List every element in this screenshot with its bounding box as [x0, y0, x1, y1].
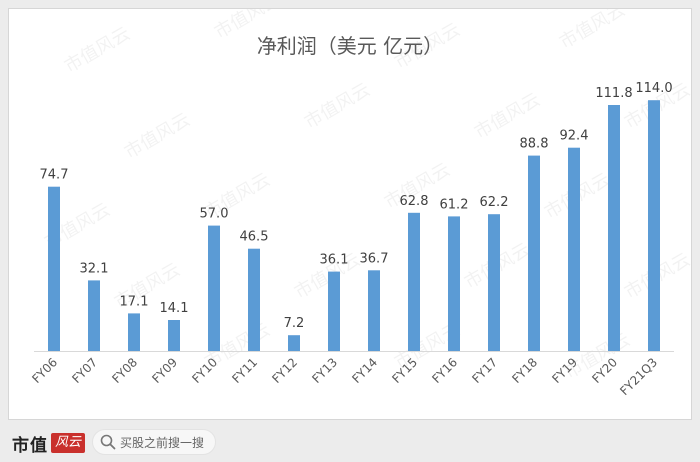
bar-fy11: [248, 248, 260, 351]
x-tick-label: FY21Q3: [617, 355, 660, 398]
bar-fy09: [168, 320, 180, 351]
value-label: 62.2: [480, 195, 509, 210]
value-label: 88.8: [520, 137, 549, 152]
x-tick-label: FY08: [109, 355, 140, 386]
chart-title: 净利润（美元 亿元）: [257, 34, 443, 58]
bar-fy13: [328, 271, 340, 351]
watermark-text: 市值风云: [121, 109, 194, 163]
x-axis-tick-labels: FY06 FY07 FY08 FY09 FY10 FY11 FY12 FY13 FY14 FY15…: [29, 355, 660, 398]
value-label: 46.5: [240, 230, 269, 245]
value-label: 14.1: [160, 301, 189, 316]
x-tick-label: FY06: [29, 355, 60, 386]
value-label: 7.2: [284, 316, 305, 331]
x-tick-label: FY14: [349, 355, 380, 386]
value-label: 61.2: [440, 197, 469, 212]
bar-fy21q3: [648, 100, 660, 351]
value-label: 17.1: [120, 294, 149, 309]
value-label: 36.1: [320, 253, 349, 268]
x-tick-label: FY12: [269, 355, 300, 386]
watermark-text: 市值风云: [61, 23, 134, 77]
brand-tag: 风云: [51, 433, 86, 453]
bar-fy08: [128, 313, 140, 351]
x-tick-label: FY07: [69, 355, 100, 386]
value-labels: 74.7 32.1 17.1 14.1 57.0 46.5 7.2 36.1 36.7 62.8 6…: [40, 81, 673, 331]
x-tick-label: FY09: [149, 355, 180, 386]
x-tick-label: FY16: [429, 355, 460, 386]
value-label: 74.7: [40, 168, 69, 183]
brand-logo[interactable]: 市值 风云: [12, 431, 86, 456]
chart-card: 市值风云 市值风云 市值风云 市值风云 市值风云 市值风云 市值风云 市值风云 市值风云 市值风云…: [8, 0, 694, 420]
value-label: 92.4: [560, 129, 589, 144]
bar-fy18: [528, 155, 540, 351]
value-label: 111.8: [595, 86, 632, 101]
bar-fy06: [48, 186, 60, 351]
bar-fy16: [448, 216, 460, 351]
watermark-text: 市值风云: [301, 79, 374, 133]
search-icon: [100, 434, 116, 450]
bar-fy10: [208, 225, 220, 351]
footer-bar: 市值 风云 买股之前搜一搜: [0, 424, 700, 462]
bar-series: [48, 100, 660, 351]
x-tick-label: FY18: [509, 355, 540, 386]
value-label: 62.8: [400, 194, 429, 209]
x-tick-label: FY17: [469, 355, 500, 386]
bar-fy14: [368, 270, 380, 351]
watermark-text: 市值风云: [556, 9, 629, 53]
bar-fy12: [288, 335, 300, 351]
value-label: 32.1: [80, 261, 109, 276]
watermark-text: 市值风云: [471, 89, 544, 143]
value-label: 36.7: [360, 251, 389, 266]
value-label: 114.0: [635, 81, 672, 96]
search-box[interactable]: 买股之前搜一搜: [92, 429, 216, 455]
x-tick-label: FY13: [309, 355, 340, 386]
value-label: 57.0: [200, 207, 229, 222]
search-placeholder: 买股之前搜一搜: [120, 435, 205, 450]
brand-name: 市值: [12, 435, 48, 456]
bar-fy17: [488, 214, 500, 351]
bar-fy19: [568, 147, 580, 351]
bar-fy20: [608, 105, 620, 351]
bar-fy07: [88, 280, 100, 351]
bar-fy15: [408, 212, 420, 351]
